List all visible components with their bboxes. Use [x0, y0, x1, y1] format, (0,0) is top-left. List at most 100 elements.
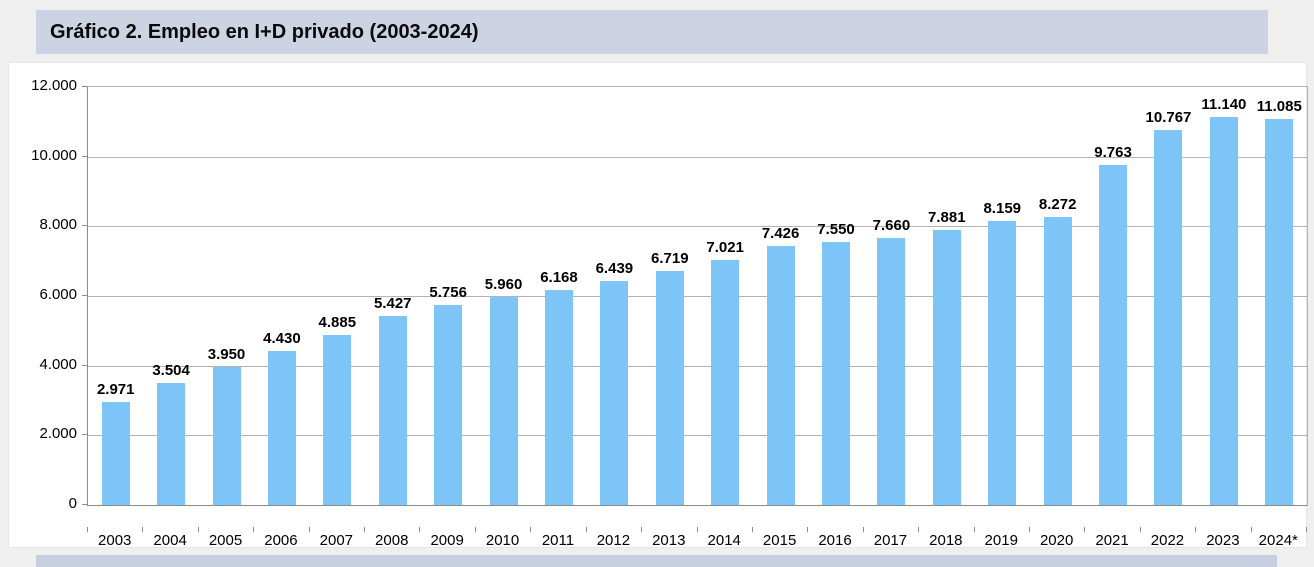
x-axis-tick	[197, 527, 199, 532]
bar-2008	[378, 315, 407, 505]
bar-2017	[877, 238, 906, 505]
x-axis-label: 2018	[929, 532, 963, 549]
bar-2004	[157, 382, 186, 505]
x-axis-tick	[142, 527, 144, 532]
x-axis-tick	[1084, 527, 1086, 532]
y-axis-tick	[82, 155, 87, 157]
x-axis-tick	[364, 527, 366, 532]
x-axis-tick	[751, 527, 753, 532]
grid-line	[88, 435, 1307, 437]
bar-2016	[822, 242, 851, 505]
y-axis-label: 4.000	[39, 355, 77, 373]
chart-title: Gráfico 2. Empleo en I+D privado (2003-2…	[50, 20, 479, 43]
x-axis-label: 2021	[1095, 532, 1129, 549]
x-axis-tick	[1306, 527, 1307, 532]
x-axis-label: 2015	[762, 532, 797, 549]
y-axis-label: 6.000	[39, 286, 77, 303]
bar-value-label: 7.550	[817, 221, 855, 239]
grid-line	[88, 226, 1307, 228]
x-axis-tick	[807, 527, 809, 532]
y-axis-tick	[82, 364, 87, 366]
x-axis-label: 2022	[1150, 532, 1185, 549]
x-axis-label: 2004	[153, 532, 187, 549]
x-axis-label: 2023	[1206, 532, 1240, 549]
x-axis-tick	[253, 527, 255, 532]
bar-value-label: 8.159	[983, 199, 1022, 217]
y-axis-label: 2.000	[39, 425, 77, 443]
chart-panel: 2.971 3.504 3.950 4.430 4.885 5.427 5.756 5.960…	[8, 62, 1308, 549]
x-axis-tick	[1195, 527, 1197, 532]
x-axis-tick	[1028, 527, 1030, 532]
bar-value-label: 5.960	[484, 276, 523, 294]
bar-value-label: 3.950	[207, 346, 246, 364]
y-axis-tick	[82, 86, 87, 87]
x-axis-label: 2020	[1039, 532, 1074, 549]
x-axis-label: 2010	[485, 532, 520, 549]
x-axis-tick	[641, 527, 643, 532]
bar-value-label: 11.085	[1256, 97, 1302, 115]
bar-value-label: 6.168	[540, 269, 578, 287]
bar-value-label: 7.881	[928, 209, 966, 227]
x-axis-label: 2017	[873, 532, 908, 549]
bar-value-label: 10.767	[1145, 108, 1192, 126]
x-axis-tick	[474, 527, 476, 532]
y-axis-label: 0	[68, 495, 77, 512]
x-axis-label: 2006	[264, 532, 298, 549]
bar-value-label: 8.272	[1038, 195, 1077, 213]
x-axis-tick	[308, 527, 310, 532]
grid-line	[88, 156, 1307, 158]
x-axis-label: 2003	[98, 532, 132, 549]
bar-2003	[101, 401, 130, 505]
bar-value-label: 7.426	[761, 225, 800, 243]
bar-value-label: 9.763	[1094, 143, 1132, 161]
bar-2012	[600, 280, 629, 505]
bar-value-label: 6.719	[651, 249, 689, 267]
bar-value-label: 7.660	[872, 217, 911, 235]
bar-2009	[434, 304, 463, 505]
x-axis-tick	[1139, 527, 1141, 532]
x-axis-tick	[1250, 527, 1252, 532]
next-section-band	[36, 555, 1277, 567]
bar-2022	[1154, 129, 1183, 505]
grid-line	[88, 296, 1307, 297]
y-axis-tick	[82, 295, 87, 296]
x-axis-label: 2008	[375, 532, 409, 549]
bar-value-label: 5.756	[429, 283, 467, 301]
bar-value-label: 4.885	[318, 313, 357, 331]
x-axis-label: 2012	[596, 532, 631, 549]
bar-2015	[766, 246, 795, 505]
x-axis-label: 2011	[541, 532, 575, 549]
x-axis-label: 2014	[707, 532, 741, 549]
x-axis-tick	[530, 527, 532, 532]
bar-2013	[655, 270, 684, 505]
bar-2007	[323, 334, 352, 505]
y-axis-tick	[82, 225, 87, 227]
x-axis-label: 2024*	[1258, 532, 1298, 549]
bar-value-label: 11.140	[1201, 95, 1247, 113]
bar-2023	[1209, 116, 1238, 505]
bar-value-label: 4.430	[263, 329, 301, 347]
bar-2011	[544, 290, 573, 505]
y-axis-label: 12.000	[31, 77, 77, 94]
x-axis-label: 2009	[430, 532, 464, 549]
bar-2014	[711, 260, 740, 505]
x-axis-tick	[918, 527, 920, 532]
y-axis-label: 8.000	[39, 216, 77, 234]
x-axis-label: 2013	[652, 532, 686, 549]
bar-value-label: 2.971	[96, 380, 135, 398]
x-axis-tick	[973, 527, 975, 532]
grid-line	[88, 365, 1307, 367]
x-axis-label: 2007	[319, 532, 354, 549]
x-axis-tick	[87, 527, 88, 532]
bar-value-label: 7.021	[706, 239, 744, 257]
plot-area: 2.971 3.504 3.950 4.430 4.885 5.427 5.756 5.960…	[87, 86, 1308, 506]
x-axis-tick	[585, 527, 587, 532]
bar-value-label: 3.504	[152, 361, 190, 379]
y-axis-label: 10.000	[31, 146, 77, 164]
bar-2010	[489, 297, 518, 505]
bar-2005	[212, 367, 241, 505]
y-axis-tick	[82, 434, 87, 436]
bar-2024*	[1265, 118, 1294, 505]
x-axis-tick	[862, 527, 864, 532]
